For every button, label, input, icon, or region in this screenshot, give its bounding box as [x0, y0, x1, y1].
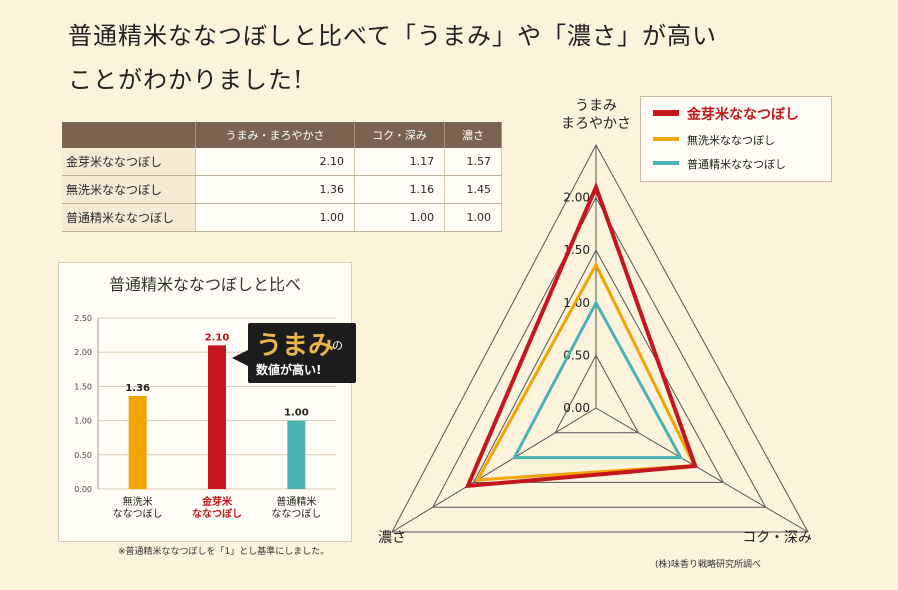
legend-swatch — [653, 137, 679, 141]
bar-category-label: ななつぼし — [271, 508, 321, 520]
radar-spoke — [391, 407, 597, 533]
legend-swatch — [653, 110, 679, 116]
radar-axis-label: まろやかさ — [561, 116, 631, 132]
radar-axis-label: 濃さ — [378, 530, 406, 546]
bar — [287, 420, 306, 489]
legend-label: 金芽米ななつぼし — [687, 107, 799, 123]
radar-axis-label: コク・深み — [742, 530, 812, 546]
bar-value-label: 1.36 — [125, 383, 150, 394]
bar-y-tick-label: 1.00 — [74, 417, 92, 426]
table-row-label: 普通精米ななつぼし — [62, 203, 196, 232]
radar-grid-ring — [554, 354, 640, 434]
table-row: 無洗米ななつぼし 1.36 1.16 1.45 — [62, 175, 502, 204]
table-header-row: うまみ・まろやかさ コク・深み 濃さ — [62, 122, 502, 148]
bar-y-tick-label: 1.50 — [74, 382, 92, 391]
radar-series — [464, 181, 698, 489]
table-row-label: 無洗米ななつぼし — [62, 175, 196, 204]
legend-label: 無洗米ななつぼし — [687, 134, 775, 147]
bar-category-label: ななつぼし — [113, 508, 163, 520]
table-row: 金芽米ななつぼし 2.10 1.17 1.57 — [62, 148, 502, 176]
bar-chart-panel: 普通精米ななつぼしと比べ — [58, 262, 352, 542]
umami-callout: うまみ の 数値が高い! — [248, 323, 356, 383]
table-header-cell: コク・深み — [354, 122, 446, 148]
legend-swatch — [653, 161, 679, 165]
bar-category-label: 無洗米 — [123, 495, 153, 508]
table-cell: 2.10 — [195, 148, 356, 176]
bar-y-tick-label: 2.50 — [74, 314, 92, 323]
radar-axis-label: うまみ — [575, 98, 617, 114]
bar-value-label: 1.00 — [284, 408, 309, 419]
radar-tick-label: 2.00 — [563, 191, 590, 205]
callout-sub-text: 数値が高い! — [256, 363, 322, 377]
callout-tail — [232, 350, 248, 366]
radar-spoke — [595, 407, 809, 533]
table-cell: 1.45 — [444, 175, 502, 204]
bar-category-label: ななつぼし — [192, 507, 242, 520]
radar-legend: 金芽米ななつぼし 無洗米ななつぼし 普通精米ななつぼし — [640, 96, 832, 182]
radar-tick-label: 0.00 — [563, 401, 590, 415]
bar-y-tick-label: 2.00 — [74, 348, 92, 357]
bar-category-label: 普通精米 — [276, 495, 316, 508]
bar — [208, 345, 226, 489]
radar-grid-ring — [391, 143, 809, 533]
legend-label: 普通精米ななつぼし — [687, 158, 786, 171]
table-row-label: 金芽米ななつぼし — [62, 148, 196, 176]
radar-grid-ring — [431, 196, 767, 508]
table-cell: 1.00 — [354, 203, 446, 232]
table-cell: 1.16 — [354, 175, 446, 204]
radar-grid-ring — [513, 301, 682, 459]
bar-y-tick-label: 0.50 — [74, 451, 92, 460]
bar-category-label: 金芽米 — [201, 495, 233, 508]
table-row: 普通精米ななつぼし 1.00 1.00 1.00 — [62, 203, 502, 232]
source-credit: (株)味香り戦略研究所調べ — [655, 560, 762, 570]
radar-series — [511, 299, 684, 460]
callout-particle: の — [332, 339, 343, 352]
table-cell: 1.36 — [195, 175, 356, 204]
comparison-table: うまみ・まろやかさ コク・深み 濃さ 金芽米ななつぼし 2.10 1.17 1.… — [62, 122, 502, 232]
bar — [128, 395, 147, 489]
table-cell: 1.17 — [354, 148, 446, 176]
radar-series — [475, 261, 697, 482]
bar-chart-footnote: ※普通精米ななつぼしを「1」とし基準にしました。 — [118, 547, 330, 557]
headline-line-1: 普通精米ななつぼしと比べて「うまみ」や「濃さ」が高い — [68, 22, 718, 50]
bar-chart-title: 普通精米ななつぼしと比べ — [108, 275, 301, 294]
headline: 普通精米ななつぼしと比べて「うまみ」や「濃さ」が高い ことがわかりました! — [68, 14, 868, 102]
table-header-cell — [62, 122, 196, 148]
table-cell: 1.00 — [195, 203, 356, 232]
table-header-cell: うまみ・まろやかさ — [195, 122, 356, 148]
headline-line-2: ことがわかりました! — [68, 66, 304, 94]
callout-main-text: うまみ — [256, 331, 335, 361]
table-cell: 1.57 — [444, 148, 502, 176]
table-header-cell: 濃さ — [444, 122, 502, 148]
bar-value-label: 2.10 — [205, 332, 230, 343]
bar-y-tick-label: 0.00 — [74, 485, 92, 494]
table-cell: 1.00 — [444, 203, 502, 232]
